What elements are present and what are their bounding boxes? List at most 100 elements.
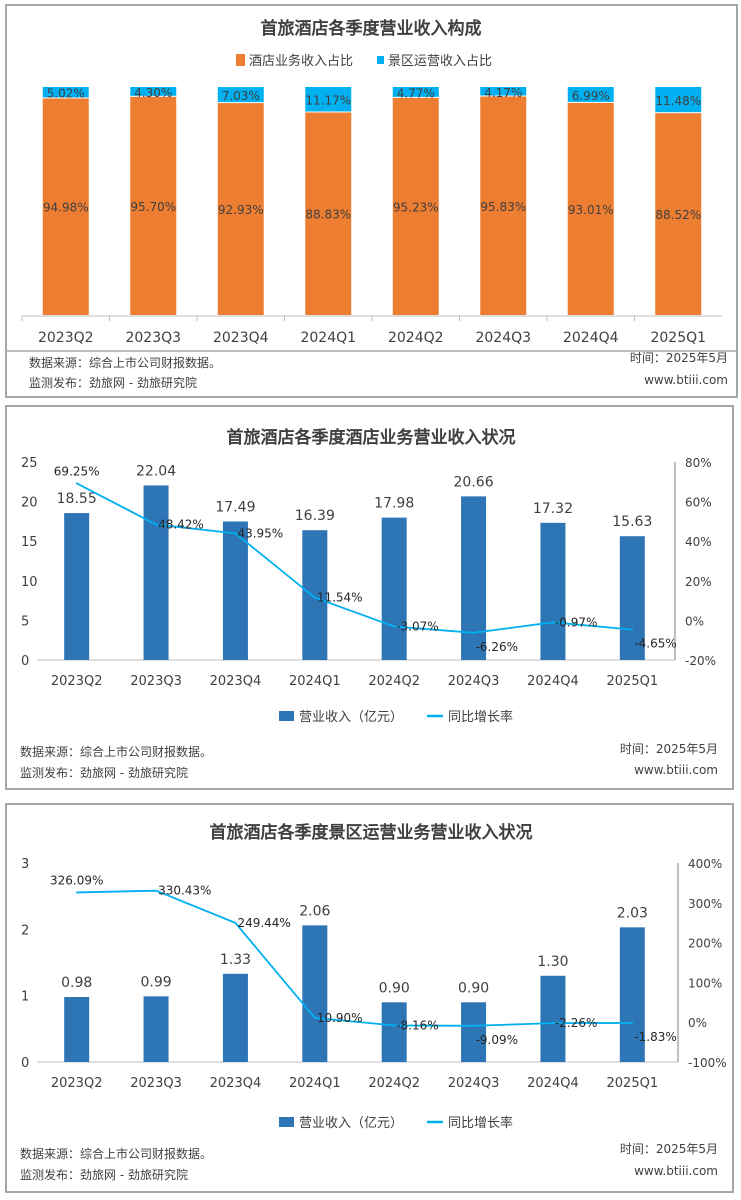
x-tick-label: 2023Q4 [213, 330, 269, 346]
data-label-revenue: 0.98 [61, 975, 92, 991]
chart-legend: 营业收入（亿元） 同比增长率 [279, 1115, 513, 1131]
data-label-revenue: 17.98 [374, 496, 414, 512]
publisher: 监测发布：劲旅网 - 劲旅研究院 [20, 766, 188, 780]
data-label-hotel-share: 88.83% [305, 208, 351, 222]
data-label-hotel-share: 92.93% [218, 203, 264, 217]
growth-point [234, 532, 237, 535]
legend-label-growth: 同比增长率 [448, 709, 513, 725]
y2-tick-label: 300% [688, 897, 722, 911]
y2-tick-label: 20% [685, 575, 712, 589]
data-label-hotel-share: 95.70% [130, 200, 176, 214]
bar-revenue [461, 496, 487, 660]
data-label-scenic-share: 4.77% [397, 86, 435, 100]
data-label-revenue: 1.30 [537, 954, 568, 970]
data-label-scenic-share: 6.99% [572, 89, 610, 103]
bar-hotel-share [217, 103, 264, 315]
x-tick-label: 2023Q4 [210, 1076, 262, 1091]
growth-point [393, 1024, 395, 1027]
growth-point [75, 482, 78, 485]
x-tick-label: 2023Q2 [51, 1076, 103, 1091]
growth-point [314, 1017, 316, 1019]
legend-swatch-scenic-share [377, 56, 384, 64]
data-label-growth: 249.44% [237, 916, 290, 930]
data-label-revenue: 2.06 [299, 903, 330, 919]
legend-label-hotel-share: 酒店业务收入占比 [249, 53, 353, 69]
bar-revenue [302, 925, 328, 1062]
data-label-growth: 43.95% [237, 526, 283, 540]
y2-tick-label: 80% [685, 456, 712, 470]
y-tick-label: 15 [21, 535, 38, 550]
legend-swatch-revenue [279, 1117, 294, 1127]
data-label-revenue: 22.04 [136, 463, 176, 479]
growth-point [552, 621, 554, 624]
hotel-revenue-panel: 首旅酒店各季度酒店业务营业收入状况 0 5 10 15 20 25 -20% 0% 20% 40%… [5, 405, 734, 790]
data-label-hotel-share: 95.83% [480, 200, 526, 214]
bar-revenue [540, 975, 566, 1062]
chart-title: 首旅酒店各季度酒店业务营业收入状况 [227, 427, 516, 448]
y2-tick-label: 60% [685, 496, 712, 510]
growth-point [155, 523, 157, 526]
data-label-scenic-share: 11.48% [655, 94, 701, 108]
publisher: 监测发布：劲旅网 - 劲旅研究院 [29, 376, 197, 390]
publisher: 监测发布：劲旅网 - 劲旅研究院 [20, 1168, 188, 1182]
publish-date: 时间：2025年5月 [629, 351, 728, 365]
data-label-growth: -1.83% [634, 1030, 676, 1044]
x-tick-label: 2024Q3 [475, 330, 531, 346]
x-tick-label: 2024Q4 [527, 674, 579, 689]
data-label-scenic-share: 5.02% [47, 87, 85, 101]
y-tick-label: 25 [21, 456, 38, 471]
data-label-growth: 69.25% [54, 464, 100, 478]
data-label-growth: 48.42% [158, 518, 204, 532]
x-tick-label: 2024Q1 [289, 674, 341, 689]
data-label-revenue: 17.49 [215, 499, 255, 515]
growth-point [552, 1022, 554, 1024]
y2-tick-label: -100% [688, 1056, 727, 1070]
bar-revenue [381, 1002, 407, 1062]
bar-scenic-share [130, 87, 177, 96]
legend-swatch-revenue [279, 711, 294, 721]
y2-tick-label: 0% [685, 614, 704, 628]
scenic-revenue-chart: 首旅酒店各季度景区运营业务营业收入状况 0 1 2 3 -100% 0% 100% 200% 3… [21, 822, 727, 1131]
bar-scenic-share [217, 87, 264, 103]
data-label-scenic-share: 11.17% [305, 94, 351, 108]
hotel-revenue-chart: 首旅酒店各季度酒店业务营业收入状况 0 5 10 15 20 25 -20% 0% 20% 40%… [21, 427, 716, 725]
footer-divider [7, 350, 736, 352]
growth-point [155, 889, 157, 892]
data-label-hotel-share: 95.23% [393, 200, 439, 214]
y-tick-label: 2 [21, 923, 29, 938]
data-label-scenic-share: 4.30% [134, 86, 172, 100]
publish-date: 时间：2025年5月 [619, 1142, 718, 1156]
bar-revenue [461, 1002, 487, 1062]
data-label-revenue: 16.39 [295, 508, 335, 524]
data-label-revenue: 17.32 [533, 501, 573, 517]
x-tick-label: 2023Q3 [130, 674, 182, 689]
bar-hotel-share [392, 97, 439, 315]
bar-revenue [222, 973, 248, 1062]
data-label-revenue: 0.90 [379, 980, 410, 996]
data-label-revenue: 18.55 [57, 491, 97, 507]
bar-hotel-share [305, 112, 352, 316]
x-tick-label: 2024Q1 [300, 330, 356, 346]
bar-revenue [540, 522, 566, 660]
data-label-hotel-share: 93.01% [568, 203, 614, 217]
legend-label-scenic-share: 景区运营收入占比 [388, 54, 492, 69]
bar-revenue [143, 485, 169, 660]
y2-tick-label: 100% [688, 976, 722, 990]
data-label-growth: 330.43% [158, 884, 211, 898]
growth-point [314, 596, 316, 599]
bar-hotel-share [42, 98, 89, 315]
x-tick-label: 2023Q4 [210, 674, 262, 689]
chart-title: 首旅酒店各季度景区运营业务营业收入状况 [210, 822, 533, 843]
revenue-composition-chart: 首旅酒店各季度营业收入构成 酒店业务收入占比 景区运营收入占比 94.98% 5.… [21, 18, 722, 346]
scenic-revenue-panel: 首旅酒店各季度景区运营业务营业收入状况 0 1 2 3 -100% 0% 100% 200% 3… [5, 803, 734, 1193]
bar-revenue [381, 517, 407, 660]
y2-tick-label: 40% [685, 535, 712, 549]
data-label-growth: -8.16% [396, 1018, 438, 1032]
x-tick-label: 2023Q2 [38, 330, 94, 346]
bar-hotel-share [567, 102, 614, 316]
x-tick-label: 2024Q4 [527, 1076, 579, 1091]
bar-scenic-share [567, 87, 614, 102]
x-tick-label: 2025Q1 [650, 330, 706, 346]
data-label-revenue: 20.66 [454, 474, 494, 490]
growth-point [631, 1022, 634, 1024]
